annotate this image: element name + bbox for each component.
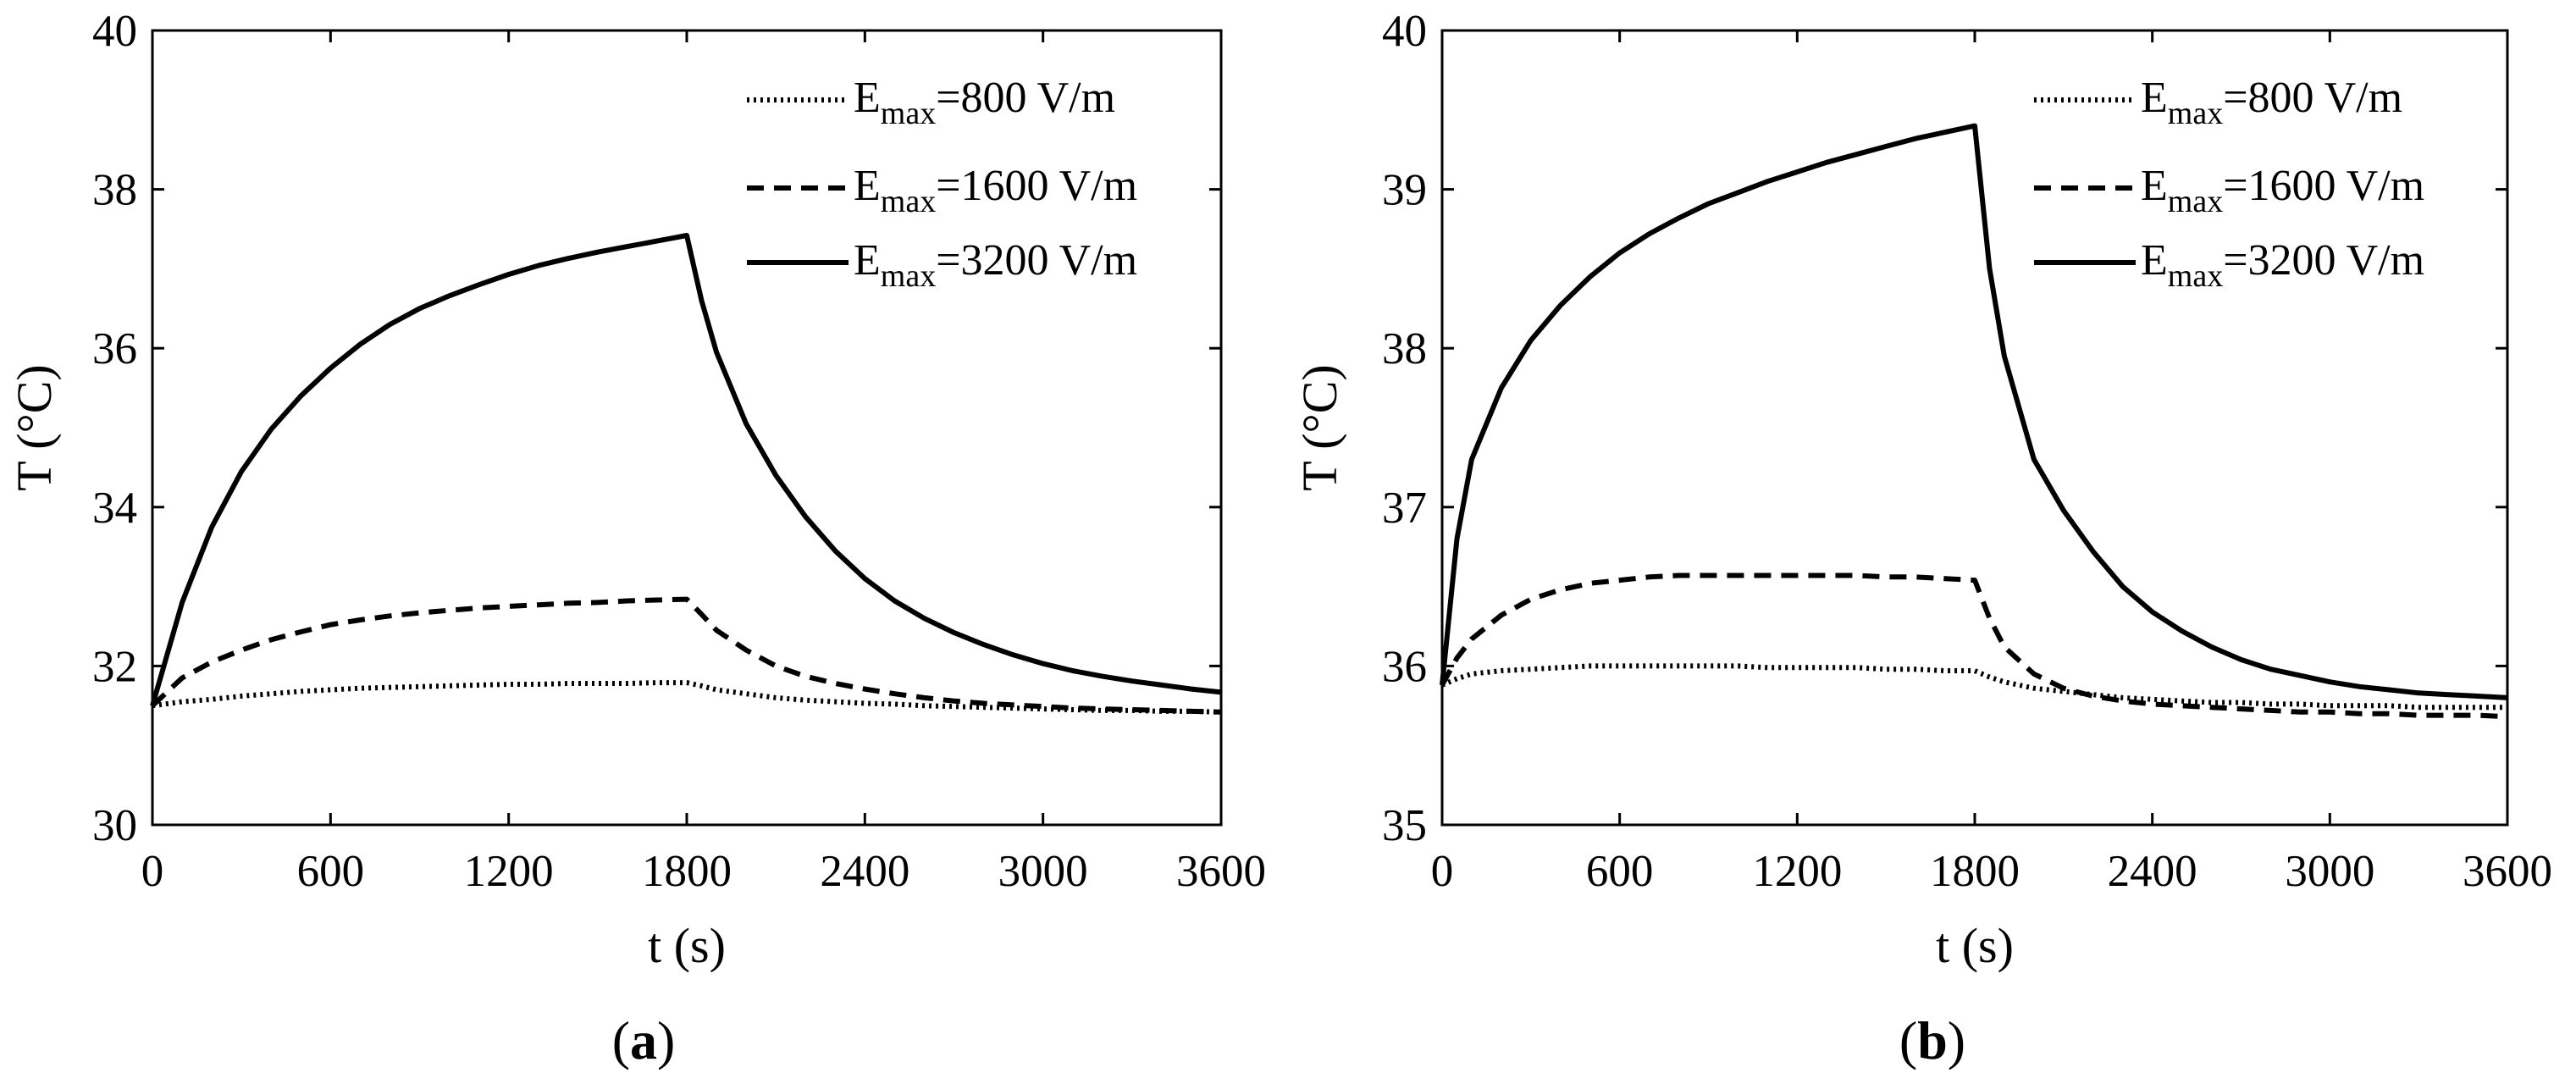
- legend-label-800: Emax=800 V/m: [2141, 74, 2402, 131]
- x-tick-label: 600: [1586, 847, 1654, 896]
- y-tick-label: 30: [92, 801, 137, 850]
- series-line-3200: [150, 233, 1222, 707]
- y-tick-label: 40: [1382, 7, 1427, 56]
- legend-label-1600: Emax=1600 V/m: [854, 162, 1137, 219]
- series-line-3200: [1440, 123, 2508, 700]
- chart-panel-b: 0 600 1200 1800 2400 3000 3600 35 36 37 38 39 40 t (…: [1292, 7, 2552, 1070]
- panel-caption-b: (b): [1899, 1010, 1965, 1070]
- y-axis-label: T (°C): [7, 364, 62, 490]
- x-tick-label: 0: [1431, 847, 1454, 896]
- x-tick-label: 1800: [1930, 847, 2020, 896]
- legend-label-3200: Emax=3200 V/m: [854, 236, 1137, 294]
- series-line-1600: [1440, 572, 2508, 720]
- series-group: [1440, 123, 2508, 720]
- y-tick-label: 39: [1382, 166, 1427, 215]
- x-tick-label: 1800: [642, 847, 732, 896]
- panel-caption-a: (a): [612, 1010, 676, 1070]
- series-line-800: [152, 680, 1222, 715]
- chart-panel-a: 0 600 1200 1800 2400 3000 3600 30 32 34 36 38 40 t (…: [7, 7, 1266, 1070]
- series-line-1600: [150, 596, 1222, 715]
- x-axis-label: t (s): [648, 918, 726, 973]
- legend-label-1600: Emax=1600 V/m: [2141, 162, 2424, 219]
- y-tick-label: 38: [92, 166, 137, 215]
- series-group: [150, 233, 1222, 715]
- tick-group: 0 600 1200 1800 2400 3000 3600 35 36 37 38 39 40: [1382, 7, 2552, 896]
- y-tick-label: 32: [92, 642, 137, 691]
- x-tick-label: 3600: [1176, 847, 1266, 896]
- y-axis-label: T (°C): [1292, 364, 1347, 490]
- legend-label-800: Emax=800 V/m: [854, 74, 1115, 131]
- x-tick-label: 1200: [1752, 847, 1842, 896]
- x-tick-label: 3600: [2463, 847, 2552, 896]
- legend: Emax=800 V/m Emax=1600 V/m Emax=3200 V/m: [2034, 74, 2424, 294]
- x-tick-label: 2400: [820, 847, 909, 896]
- x-tick-label: 3000: [2285, 847, 2374, 896]
- x-tick-label: 3000: [998, 847, 1088, 896]
- y-tick-label: 37: [1382, 484, 1427, 533]
- y-tick-label: 40: [92, 7, 137, 56]
- y-tick-label: 36: [92, 324, 137, 373]
- tick-group: 0 600 1200 1800 2400 3000 3600 30 32 34 36 38 40: [92, 7, 1266, 896]
- x-tick-label: 1200: [464, 847, 554, 896]
- legend: Emax=800 V/m Emax=1600 V/m Emax=3200 V/m: [747, 74, 1137, 294]
- y-tick-label: 35: [1382, 801, 1427, 850]
- legend-label-3200: Emax=3200 V/m: [2141, 236, 2424, 294]
- x-axis-label: t (s): [1936, 918, 2014, 973]
- y-tick-label: 34: [92, 484, 137, 533]
- y-tick-label: 38: [1382, 324, 1427, 373]
- x-tick-label: 0: [141, 847, 164, 896]
- y-tick-label: 36: [1382, 642, 1427, 691]
- x-tick-label: 2400: [2108, 847, 2197, 896]
- x-tick-label: 600: [297, 847, 365, 896]
